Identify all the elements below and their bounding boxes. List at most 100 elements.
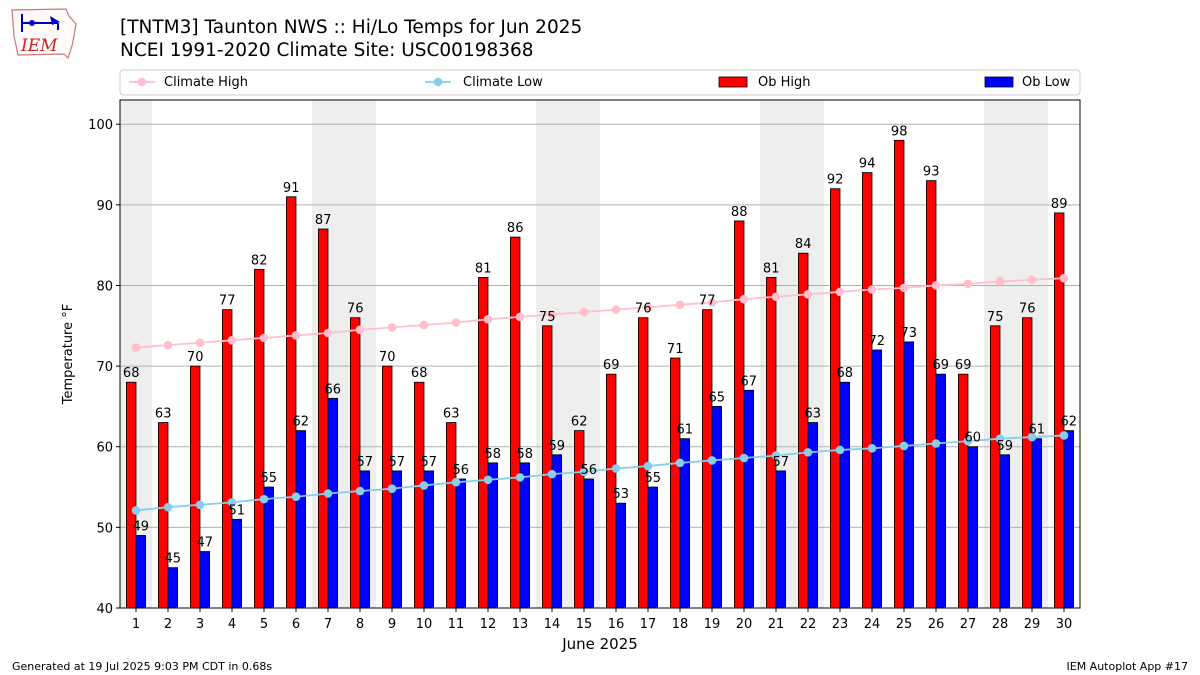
ob-low-label-10: 57 — [421, 455, 438, 470]
ob-low-bar-27 — [967, 446, 979, 609]
ob-low-label-5: 55 — [261, 471, 278, 486]
ob-low-label-9: 57 — [389, 455, 406, 470]
x-tick-label-27: 27 — [960, 617, 977, 632]
ob-high-label-20: 88 — [731, 205, 748, 220]
climate-high-point-2 — [163, 340, 173, 350]
ob-low-label-11: 56 — [453, 463, 470, 478]
climate-high-point-28 — [995, 277, 1005, 286]
ob-high-label-19: 77 — [699, 294, 716, 309]
ob-low-bar-19 — [711, 406, 723, 609]
ob-high-label-5: 82 — [251, 253, 268, 268]
ob-high-label-4: 77 — [219, 294, 236, 309]
ob-low-bar-10 — [423, 470, 435, 609]
x-tick-label-22: 22 — [800, 617, 817, 632]
climate-low-point-9 — [387, 484, 397, 493]
ob-high-bar-2 — [157, 422, 169, 609]
ob-high-bar-27 — [958, 373, 969, 609]
climate-low-point-7 — [323, 489, 333, 498]
ob-low-bar-3 — [199, 551, 211, 609]
ob-high-bar-18 — [670, 357, 681, 609]
ob-low-label-30: 62 — [1061, 415, 1078, 430]
ob-high-label-3: 70 — [187, 350, 204, 365]
x-tick-label-14: 14 — [544, 617, 561, 632]
ob-low-bar-6 — [295, 430, 307, 609]
ob-high-bar-28 — [990, 325, 1001, 609]
ob-low-label-27: 60 — [965, 431, 982, 446]
climate-low-point-11 — [451, 477, 461, 487]
x-tick-label-12: 12 — [480, 617, 497, 632]
x-tick-label-21: 21 — [768, 617, 785, 632]
ob-high-label-14: 75 — [539, 310, 556, 325]
x-tick-label-19: 19 — [704, 617, 721, 632]
legend-ob-low-label: Ob Low — [1022, 75, 1071, 90]
climate-high-point-24 — [867, 285, 877, 294]
ob-high-bar-15 — [574, 430, 585, 609]
climate-low-point-25 — [899, 441, 909, 451]
x-tick-label-10: 10 — [416, 617, 433, 632]
ob-low-bar-5 — [263, 486, 275, 609]
climate-low-point-29 — [1027, 432, 1037, 442]
ob-high-label-24: 94 — [859, 157, 876, 172]
ob-low-label-15: 56 — [581, 463, 598, 478]
climate-low-point-19 — [707, 456, 717, 465]
ob-low-bar-21 — [775, 470, 787, 609]
climate-low-point-20 — [739, 453, 749, 463]
ob-low-label-19: 65 — [709, 390, 726, 405]
ob-low-bar-2 — [167, 567, 179, 609]
ob-high-bar-3 — [189, 365, 201, 609]
bar-labels: 68 49 63 45 70 47 77 51 82 55 91 62 87 66 76 57 70 57 68 57… — [123, 124, 1077, 566]
legend-climate-low-marker — [433, 77, 443, 87]
x-tick-label-4: 4 — [228, 617, 236, 632]
climate-high-point-12 — [483, 315, 493, 324]
climate-high-point-7 — [323, 328, 333, 338]
ob-low-label-1: 49 — [133, 519, 150, 534]
x-tick-label-3: 3 — [196, 617, 204, 632]
climate-low-point-5 — [259, 494, 269, 504]
chart-title: [TNTM3] Taunton NWS :: Hi/Lo Temps for J… — [120, 17, 583, 38]
ob-low-bar-28 — [999, 454, 1011, 609]
ob-low-label-2: 45 — [165, 552, 182, 567]
climate-low-point-22 — [803, 448, 813, 457]
legend-climate-high-label: Climate High — [164, 75, 248, 90]
x-tick-label-16: 16 — [608, 617, 625, 632]
climate-low-point-13 — [515, 473, 525, 482]
ob-low-bar-11 — [455, 478, 467, 609]
ob-low-bar-13 — [519, 462, 531, 609]
ob-high-bar-12 — [477, 276, 489, 609]
weather-station-icon — [21, 14, 60, 32]
ob-high-bar-5 — [253, 268, 265, 609]
climate-high-point-9 — [387, 323, 397, 332]
climate-high-point-4 — [227, 335, 237, 345]
app-id: IEM Autoplot App #17 — [1066, 660, 1189, 673]
ob-high-label-7: 87 — [315, 213, 332, 228]
x-tick-label-2: 2 — [164, 617, 172, 632]
x-tick-label-1: 1 — [132, 617, 140, 632]
ob-high-bar-1 — [126, 381, 137, 609]
ob-low-bar-12 — [487, 462, 499, 609]
climate-high-point-27 — [963, 279, 973, 289]
ob-low-bar-24 — [871, 349, 883, 609]
x-tick-label-18: 18 — [672, 617, 689, 632]
x-tick-label-8: 8 — [356, 617, 364, 632]
ob-low-label-18: 61 — [677, 423, 694, 438]
climate-high-point-23 — [835, 287, 845, 297]
climate-low-point-24 — [867, 444, 877, 453]
ob-high-bar-11 — [445, 422, 457, 609]
ob-high-label-6: 91 — [283, 181, 300, 196]
y-tick-label-80: 80 — [96, 279, 113, 294]
x-tick-label-13: 13 — [512, 617, 529, 632]
climate-low-point-12 — [483, 475, 493, 485]
climate-low-point-2 — [163, 502, 173, 512]
ob-high-label-1: 68 — [123, 366, 140, 381]
ob-high-label-22: 84 — [795, 237, 812, 252]
ob-high-label-27: 69 — [955, 358, 972, 373]
ob-high-label-15: 62 — [571, 415, 588, 430]
legend: Climate High Climate Low Ob High Ob Low — [119, 69, 1081, 96]
ob-high-label-13: 86 — [507, 221, 524, 236]
climate-low-point-26 — [931, 439, 941, 448]
ob-low-label-4: 51 — [229, 503, 246, 518]
legend-ob-high-swatch — [718, 76, 748, 88]
ob-low-bar-7 — [327, 397, 339, 609]
